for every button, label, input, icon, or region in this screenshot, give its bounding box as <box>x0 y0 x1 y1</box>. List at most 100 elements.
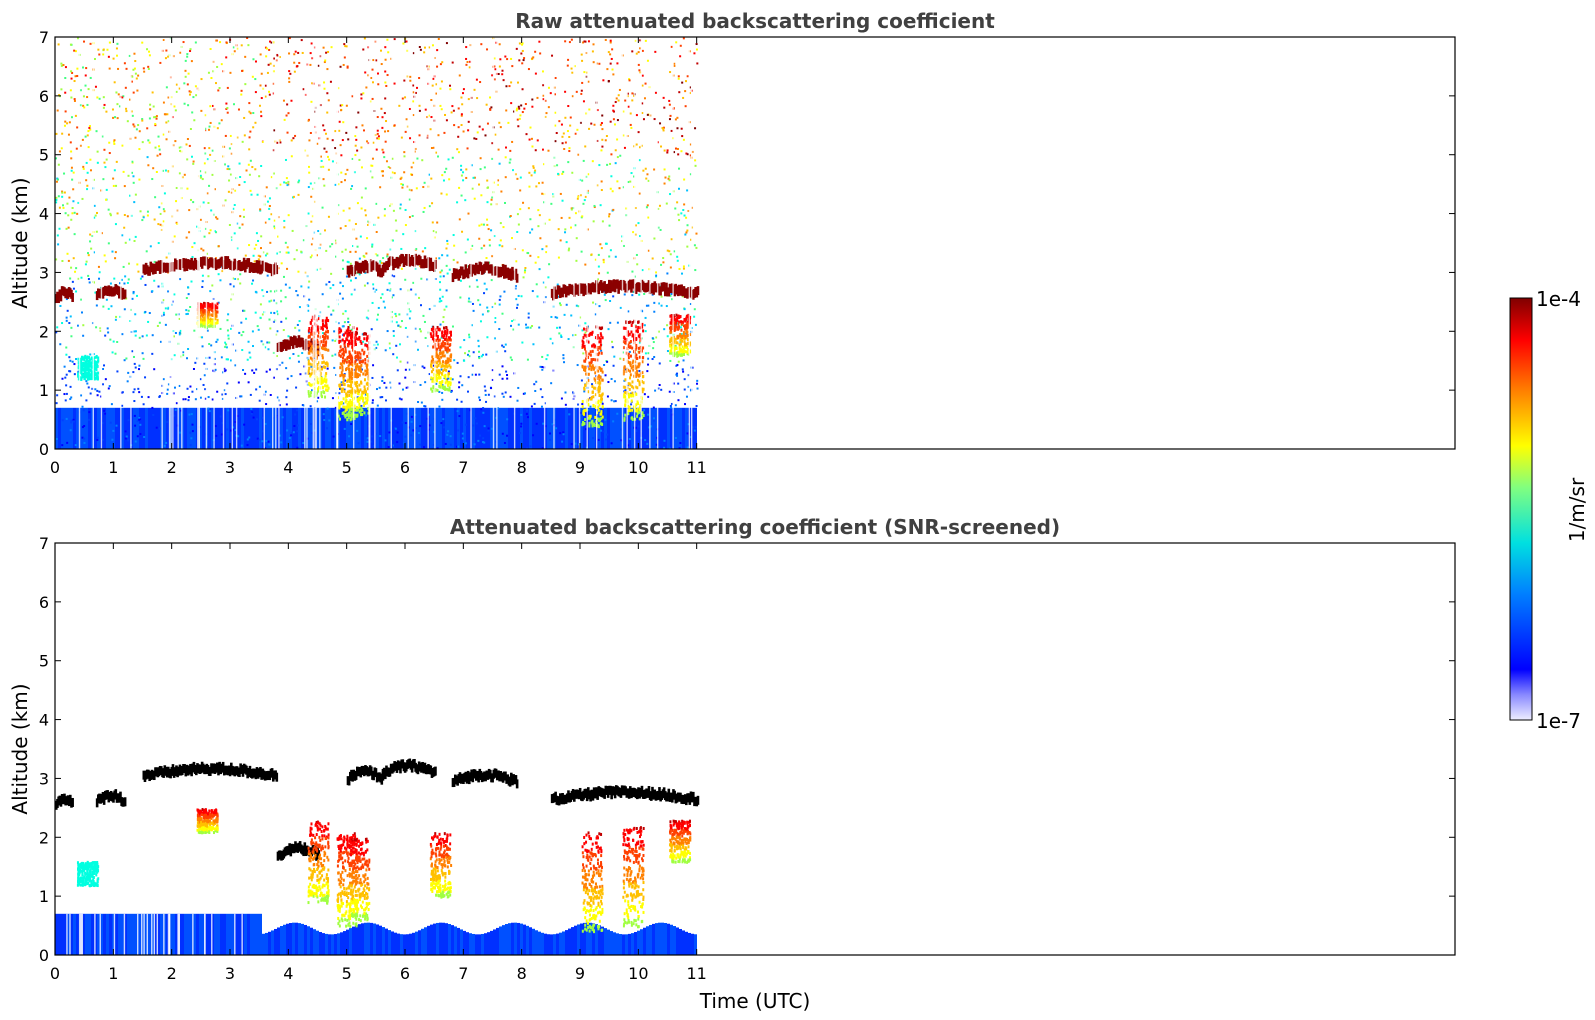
heat-cell <box>97 265 100 268</box>
heat-cell <box>322 340 325 344</box>
heat-cell <box>125 435 128 438</box>
heat-cell <box>614 400 617 403</box>
heat-cell <box>366 372 369 376</box>
heat-cell <box>311 371 314 375</box>
heat-cell <box>601 128 604 131</box>
heat-cell <box>557 228 560 231</box>
heat-cell <box>139 210 142 213</box>
heat-cell <box>501 365 504 368</box>
heat-cell <box>324 341 327 345</box>
heat-cell <box>404 130 407 133</box>
heat-cell <box>516 230 519 233</box>
heat-cell <box>155 117 158 120</box>
heat-cell <box>226 111 229 114</box>
heat-cell <box>75 267 78 270</box>
heat-cell <box>322 343 325 347</box>
heat-cell <box>350 293 353 296</box>
heat-cell <box>371 97 374 100</box>
heat-cell <box>681 81 684 84</box>
heat-cell <box>173 386 176 389</box>
heat-cell <box>69 89 72 92</box>
heat-cell <box>162 220 165 223</box>
heat-cell <box>447 377 450 380</box>
heat-cell <box>257 328 260 331</box>
heat-cell <box>347 344 350 348</box>
heat-cell <box>642 169 645 172</box>
heat-cell <box>366 344 369 348</box>
heat-cell <box>310 326 313 330</box>
heat-cell <box>442 275 445 278</box>
heat-cell <box>308 394 311 398</box>
heat-cell <box>691 426 694 429</box>
heat-cell <box>96 394 99 397</box>
heat-cell <box>136 435 139 438</box>
heat-cell <box>354 250 357 253</box>
heat-cell <box>607 381 610 384</box>
heat-cell <box>166 113 169 116</box>
heat-cell <box>637 63 640 66</box>
heat-cell <box>441 330 444 334</box>
heat-cell <box>375 148 378 151</box>
heat-cell <box>311 383 314 387</box>
heat-cell <box>135 294 138 297</box>
heat-cell <box>677 75 680 78</box>
heat-cell <box>258 260 261 270</box>
heat-cell <box>362 92 365 95</box>
heat-cell <box>606 68 609 71</box>
heat-cell <box>460 400 463 403</box>
heat-cell <box>323 419 326 422</box>
heat-cell <box>682 209 685 212</box>
heat-cell <box>251 166 254 169</box>
heat-cell <box>384 130 387 133</box>
heat-cell <box>570 226 573 229</box>
heat-cell <box>498 65 501 68</box>
heat-cell <box>581 329 584 332</box>
heat-cell <box>638 146 641 149</box>
heat-cell <box>116 54 119 57</box>
heat-cell <box>115 160 118 163</box>
heat-cell <box>103 148 106 151</box>
heat-cell <box>427 173 430 176</box>
heat-cell <box>219 327 222 330</box>
heat-cell <box>381 376 384 379</box>
heat-cell <box>447 388 450 392</box>
heat-cell <box>73 363 76 366</box>
heat-cell <box>167 96 170 99</box>
heat-cell <box>354 277 357 280</box>
heat-cell <box>275 265 279 275</box>
heat-cell <box>325 249 328 252</box>
heat-cell <box>319 371 322 375</box>
heat-cell <box>534 261 537 264</box>
heat-cell <box>357 408 360 412</box>
heat-cell <box>288 80 291 83</box>
heat-cell <box>679 44 682 47</box>
heat-cell <box>191 111 194 114</box>
heat-cell <box>438 357 441 361</box>
heat-cell <box>674 344 677 347</box>
heat-cell <box>173 293 176 296</box>
heat-cell <box>186 312 189 315</box>
heat-cell <box>91 235 94 238</box>
heat-cell <box>248 436 251 439</box>
heat-cell <box>490 387 493 390</box>
heat-cell <box>107 331 110 334</box>
heat-cell <box>456 445 459 448</box>
heat-cell <box>403 151 406 154</box>
heat-cell <box>293 70 296 73</box>
heat-cell <box>364 373 367 377</box>
heat-cell <box>445 387 448 391</box>
heat-cell <box>175 221 178 224</box>
heat-cell <box>360 406 363 410</box>
heat-cell <box>535 283 538 286</box>
heat-cell <box>359 235 362 238</box>
heat-cell <box>275 252 278 255</box>
heat-cell <box>184 59 187 62</box>
heat-cell <box>358 410 361 414</box>
heat-cell <box>531 105 534 108</box>
heat-cell <box>300 39 303 42</box>
heat-cell <box>136 407 139 449</box>
heat-cell <box>348 435 351 438</box>
heat-cell <box>612 420 615 423</box>
heat-cell <box>70 166 73 169</box>
heat-cell <box>327 348 330 352</box>
